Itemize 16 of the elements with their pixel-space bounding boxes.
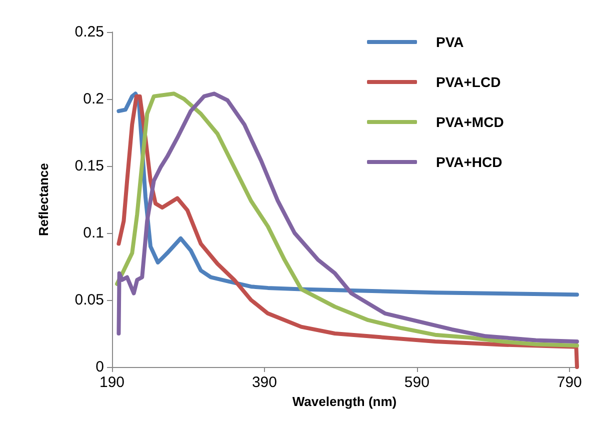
- x-axis-title: Wavelength (nm): [292, 394, 397, 409]
- legend-label: PVA+MCD: [436, 114, 504, 130]
- legend-label: PVA: [436, 34, 464, 50]
- x-tick-label: 390: [252, 374, 277, 391]
- legend-label: PVA+LCD: [436, 74, 501, 90]
- y-axis-title: Reflectance: [36, 163, 51, 236]
- y-tick-label: 0.25: [74, 24, 104, 40]
- legend-label: PVA+HCD: [436, 154, 502, 170]
- x-tick-label: 590: [404, 374, 430, 391]
- y-tick-label: 0.15: [74, 158, 104, 174]
- x-tick-label: 790: [556, 374, 582, 391]
- x-tick-label: 190: [99, 374, 125, 391]
- y-tick-label: 0.1: [83, 224, 104, 242]
- y-tick-label: 0: [96, 358, 104, 376]
- y-tick-label: 0.2: [83, 90, 104, 108]
- y-tick-label: 0.05: [74, 292, 104, 308]
